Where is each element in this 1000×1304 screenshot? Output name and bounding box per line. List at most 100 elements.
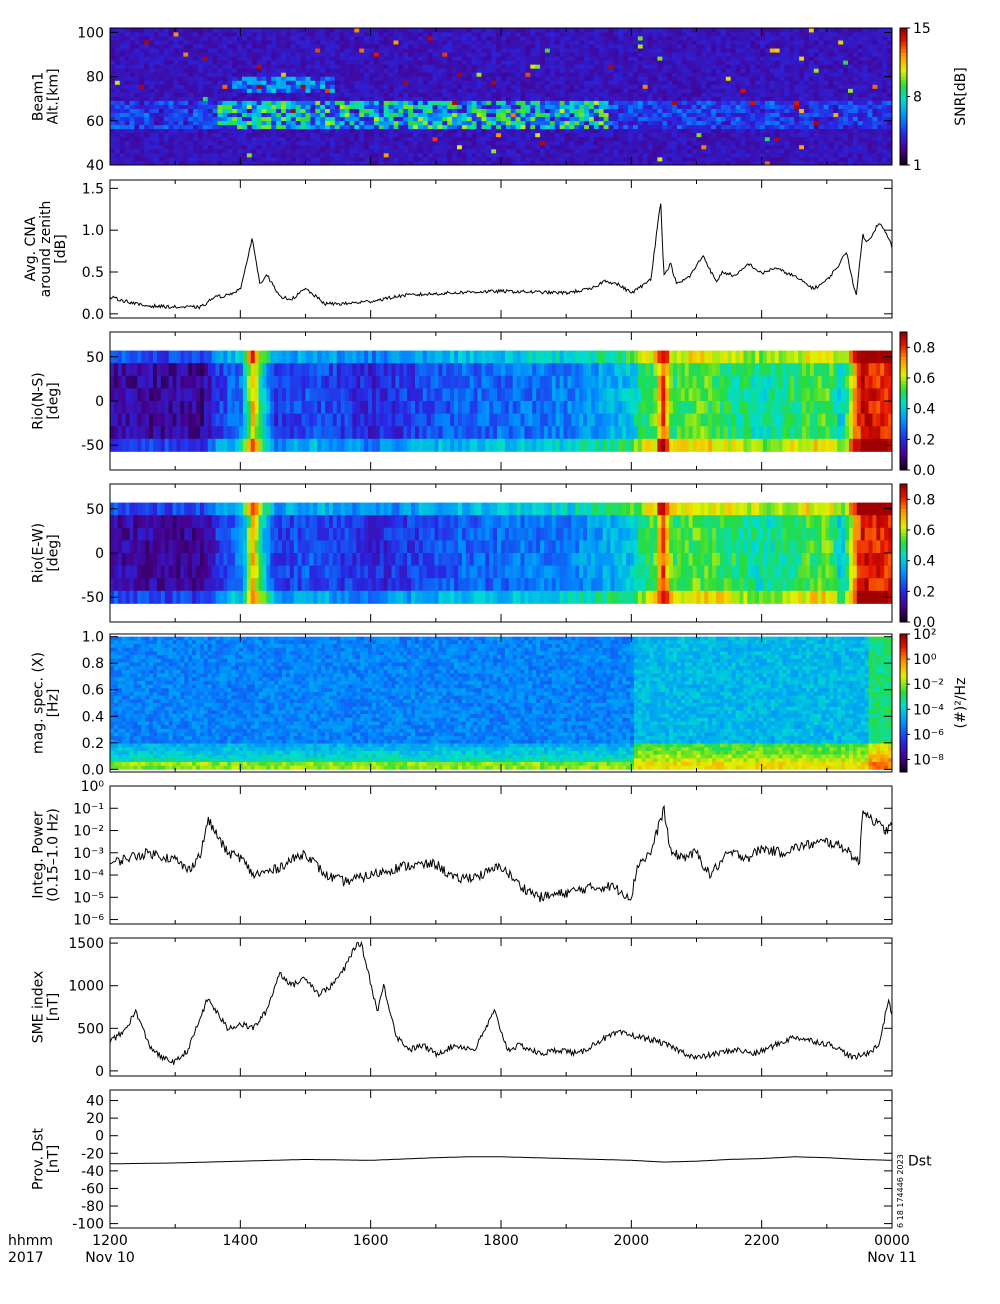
heatmap-cell [114, 124, 121, 130]
heatmap-cell [676, 60, 683, 65]
heatmap-cell [505, 116, 512, 122]
heatmap-cell [246, 156, 253, 162]
heatmap-cell [364, 72, 370, 77]
heatmap-cell [574, 144, 580, 150]
heatmap-cell [241, 60, 248, 65]
heatmap-cell [408, 124, 414, 130]
heatmap-cell [227, 144, 233, 150]
heatmap-cell [383, 120, 389, 126]
heatmap-cell [593, 92, 600, 97]
heatmap-cell [241, 148, 248, 154]
heatmap-cell [808, 120, 815, 126]
heatmap-cell [124, 28, 130, 33]
heatmap-cell [251, 56, 258, 61]
heatmap-cell [701, 84, 707, 89]
heatmap-cell [613, 116, 619, 122]
heatmap-cell [114, 120, 121, 126]
heatmap-cell [544, 156, 551, 162]
heatmap-cell [149, 40, 155, 45]
heatmap-cell [290, 44, 297, 49]
heatmap-cell [168, 32, 174, 37]
heatmap-cell [202, 80, 209, 85]
heatmap-cell [461, 112, 468, 118]
heatmap-cell [559, 84, 565, 89]
heatmap-cell [525, 28, 531, 33]
heatmap-cell [784, 28, 790, 33]
heatmap-cell [178, 100, 184, 105]
heatmap-cell [329, 72, 336, 77]
heatmap-cell [315, 140, 321, 146]
heatmap-cell [344, 60, 350, 65]
heatmap-cell [359, 92, 365, 97]
heatmap-cell [290, 96, 297, 101]
heatmap-cell [510, 108, 517, 114]
heatmap-cell [153, 84, 160, 89]
heatmap-cell [168, 120, 174, 126]
heatmap-cell [144, 156, 150, 162]
heatmap-cell [300, 68, 306, 73]
heatmap-cell [408, 128, 414, 134]
heatmap-cell [686, 116, 693, 122]
heatmap-cell [471, 120, 477, 126]
heatmap-cell [515, 160, 521, 166]
heatmap-cell [549, 60, 556, 65]
heatmap-cell [672, 132, 678, 138]
heatmap-cell [163, 140, 170, 146]
heatmap-cell [246, 64, 253, 69]
heatmap-cell [623, 156, 629, 162]
heatmap-cell [466, 120, 473, 126]
heatmap-cell [339, 136, 345, 142]
heatmap-cell [530, 136, 536, 142]
heatmap-cell [471, 152, 477, 158]
heatmap-cell [603, 124, 609, 130]
heatmap-cell [197, 132, 204, 138]
heatmap-cell [129, 92, 135, 97]
heatmap-cell [295, 100, 302, 105]
heatmap-cell [349, 68, 355, 73]
heatmap-cell [559, 88, 565, 93]
heatmap-cell [813, 88, 820, 93]
heatmap-cell [393, 96, 399, 101]
heatmap-cell [711, 92, 717, 97]
heatmap-cell [417, 160, 424, 166]
heatmap-cell [481, 36, 487, 41]
heatmap-cell [276, 52, 282, 57]
heatmap-cell [447, 128, 453, 134]
heatmap-cell [110, 96, 116, 101]
heatmap-cell [227, 136, 233, 142]
heatmap-cell [388, 52, 394, 57]
heatmap-cell [276, 72, 282, 77]
heatmap-cell [667, 28, 673, 33]
heatmap-cell [144, 120, 150, 126]
heatmap-cell [168, 140, 174, 146]
heatmap-cell [217, 52, 223, 57]
heatmap-cell [637, 68, 644, 73]
heatmap-cell [471, 44, 477, 49]
heatmap-cell [246, 84, 253, 89]
heatmap-cell [584, 52, 590, 57]
heatmap-cell [437, 80, 443, 85]
heatmap-cell [246, 124, 253, 130]
heatmap-cell [339, 84, 345, 89]
heatmap-cell [354, 52, 360, 57]
heatmap-cell [652, 116, 658, 122]
heatmap-cell [735, 64, 741, 69]
heatmap-cell [193, 104, 199, 109]
heatmap-cell [525, 104, 531, 109]
heatmap-cell [408, 120, 414, 126]
heatmap-cell [584, 88, 590, 93]
heatmap-cell [652, 148, 658, 154]
heatmap-cell [168, 52, 174, 57]
heatmap-cell [354, 96, 360, 101]
heatmap-cell [481, 56, 487, 61]
heatmap-cell [608, 68, 614, 73]
heatmap-cell [369, 112, 375, 118]
heatmap-cell [725, 96, 732, 101]
heatmap-cell [432, 72, 438, 77]
heatmap-cell [686, 144, 693, 150]
heatmap-cell [681, 100, 688, 105]
heatmap-cell [696, 136, 702, 142]
heatmap-cell [110, 64, 116, 69]
heatmap-cell [452, 52, 458, 57]
heatmap-cell [740, 40, 746, 45]
